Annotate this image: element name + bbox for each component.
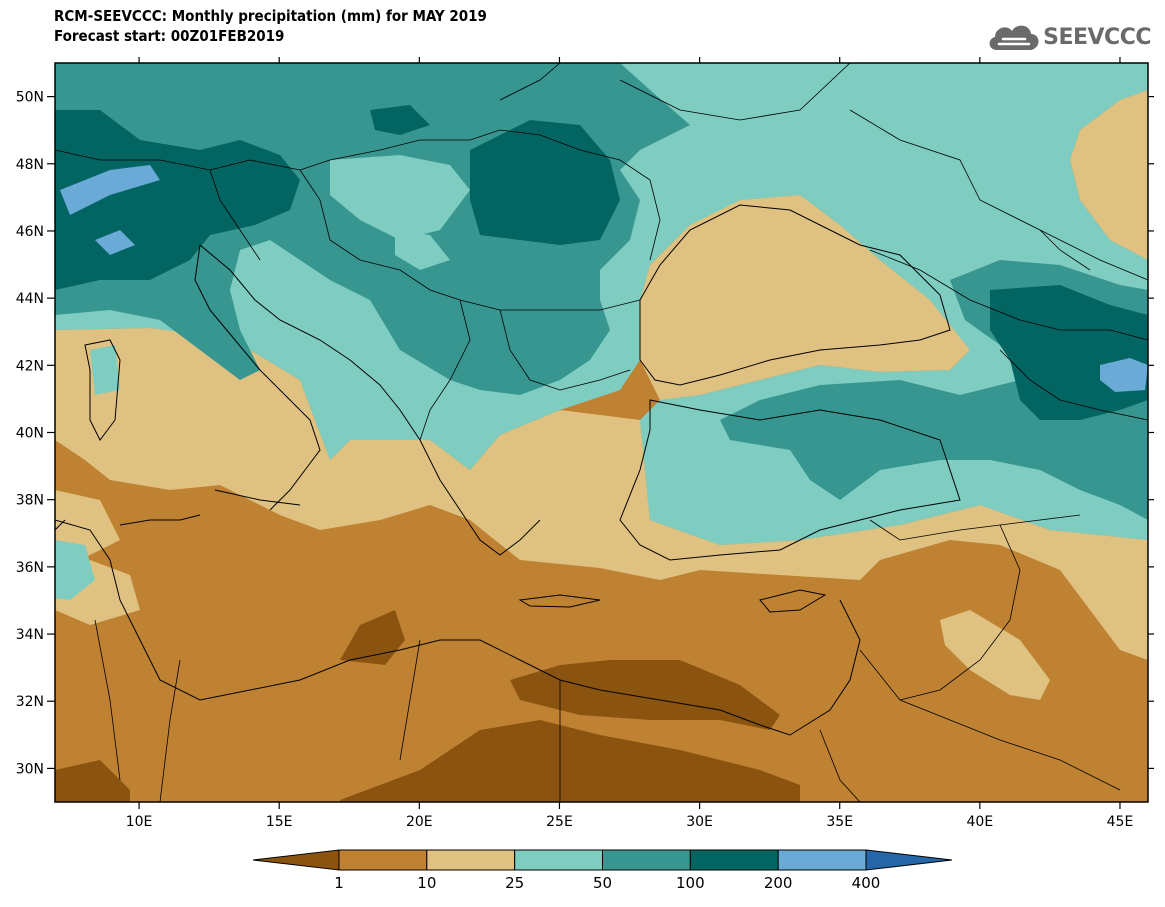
precipitation-field	[55, 63, 1148, 802]
lon-tick-label: 20E	[406, 814, 433, 830]
seevccc-logo: SEEVCCC	[985, 20, 1151, 54]
logo-text: SEEVCCC	[1043, 24, 1151, 50]
lat-tick-label: 36N	[16, 560, 44, 576]
lon-tick-label: 30E	[686, 814, 713, 830]
cloud-icon	[989, 25, 1039, 50]
legend-swatch	[689, 849, 779, 871]
legend-swatch-max	[865, 849, 953, 871]
lon-tick-label: 35E	[826, 814, 853, 830]
lon-tick-label: 25E	[546, 814, 573, 830]
lon-tick-label: 40E	[967, 814, 994, 830]
legend-label: 10	[417, 874, 436, 892]
legend-label: 200	[764, 874, 793, 892]
lon-tick-label: 45E	[1107, 814, 1134, 830]
lat-tick-label: 30N	[16, 761, 44, 777]
lat-tick-label: 40N	[16, 426, 44, 442]
legend-swatch	[338, 849, 428, 871]
lon-tick-label: 10E	[126, 814, 153, 830]
legend-swatch	[426, 849, 516, 871]
lat-tick-label: 50N	[16, 90, 44, 106]
lon-tick-label: 15E	[266, 814, 293, 830]
legend-swatch	[514, 849, 604, 871]
lat-tick-label: 44N	[16, 291, 44, 307]
legend-swatch-min	[252, 849, 340, 871]
country-borders	[55, 63, 1148, 802]
title-block: RCM-SEEVCCC: Monthly precipitation (mm) …	[54, 6, 487, 46]
color-legend: 1 10 25 50 100 200 400	[252, 849, 953, 892]
legend-label: 400	[852, 874, 881, 892]
legend-label: 25	[505, 874, 524, 892]
legend-swatch	[777, 849, 867, 871]
legend-label: 1	[334, 874, 344, 892]
lat-tick-label: 34N	[16, 627, 44, 643]
axis-ticks: 50N 48N 46N 44N 42N 40N 38N 36N 34N 32N 30N 10E 15E 2…	[16, 57, 1154, 830]
lat-tick-label: 42N	[16, 358, 44, 374]
legend-label: 50	[593, 874, 612, 892]
lat-tick-label: 48N	[16, 157, 44, 173]
legend-label: 100	[676, 874, 705, 892]
legend-swatch	[602, 849, 691, 871]
map-title: RCM-SEEVCCC: Monthly precipitation (mm) …	[54, 7, 487, 25]
forecast-start: Forecast start: 00Z01FEB2019	[54, 27, 285, 45]
coastlines	[55, 204, 961, 736]
lat-tick-label: 32N	[16, 694, 44, 710]
lat-tick-label: 46N	[16, 224, 44, 240]
lat-tick-label: 38N	[16, 493, 44, 509]
